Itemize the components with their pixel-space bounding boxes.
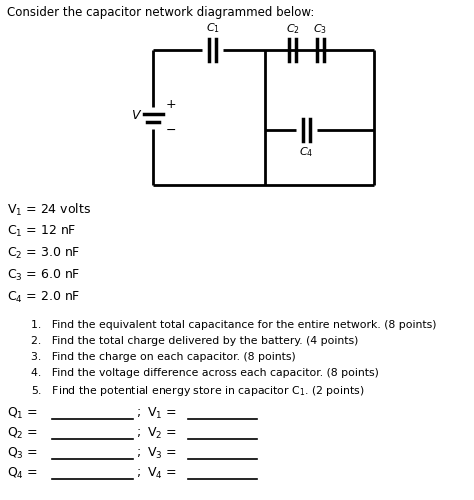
Text: V: V [131,109,139,122]
Text: Q$_4$ =: Q$_4$ = [7,466,38,481]
Text: C$_4$ = 2.0 nF: C$_4$ = 2.0 nF [7,290,80,305]
Text: $C_3$: $C_3$ [313,22,327,36]
Text: $C_4$: $C_4$ [299,145,313,159]
Text: Consider the capacitor network diagrammed below:: Consider the capacitor network diagramme… [7,6,314,19]
Text: C$_2$ = 3.0 nF: C$_2$ = 3.0 nF [7,246,80,261]
Text: $C_1$: $C_1$ [206,21,219,35]
Text: V$_1$ =: V$_1$ = [147,406,177,421]
Text: ;: ; [137,426,141,439]
Text: Q$_2$ =: Q$_2$ = [7,426,38,441]
Text: 4.   Find the voltage difference across each capacitor. (8 points): 4. Find the voltage difference across ea… [31,368,379,378]
Text: 1.   Find the equivalent total capacitance for the entire network. (8 points): 1. Find the equivalent total capacitance… [31,320,437,330]
Text: ;: ; [137,446,141,459]
Text: V$_3$ =: V$_3$ = [147,446,177,461]
Text: 5.   Find the potential energy store in capacitor C$_1$. (2 points): 5. Find the potential energy store in ca… [31,384,365,398]
Text: ;: ; [137,466,141,479]
Text: Q$_1$ =: Q$_1$ = [7,406,38,421]
Text: 2.   Find the total charge delivered by the battery. (4 points): 2. Find the total charge delivered by th… [31,336,358,346]
Text: −: − [165,124,176,137]
Text: ;: ; [137,406,141,419]
Text: V$_4$ =: V$_4$ = [147,466,177,481]
Text: +: + [165,98,176,111]
Text: V$_1$ = 24 volts: V$_1$ = 24 volts [7,202,91,218]
Text: V$_2$ =: V$_2$ = [147,426,177,441]
Text: Q$_3$ =: Q$_3$ = [7,446,38,461]
Text: $C_2$: $C_2$ [286,22,300,36]
Text: 3.   Find the charge on each capacitor. (8 points): 3. Find the charge on each capacitor. (8… [31,352,296,362]
Text: C$_1$ = 12 nF: C$_1$ = 12 nF [7,224,76,239]
Text: C$_3$ = 6.0 nF: C$_3$ = 6.0 nF [7,268,80,283]
